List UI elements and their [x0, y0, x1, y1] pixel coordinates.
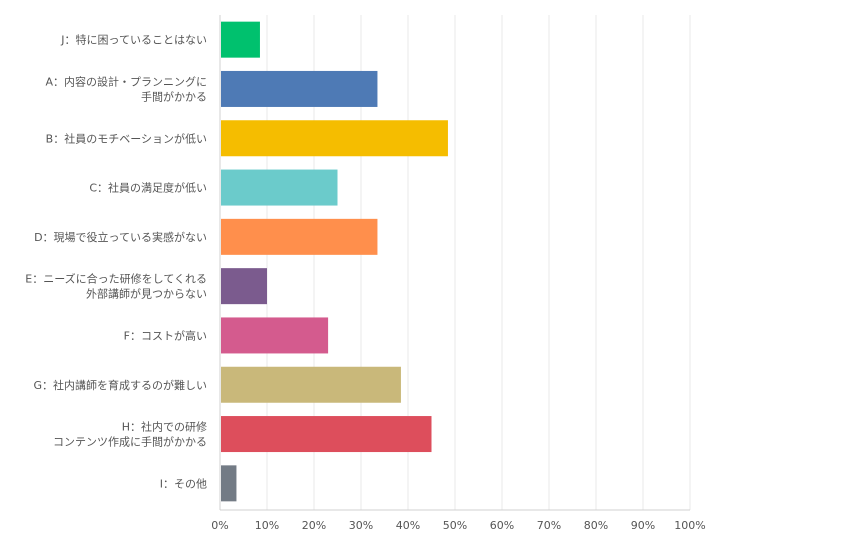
- category-label-line: A：内容の設計・プランニングに: [45, 74, 207, 88]
- category-label: F：コストが高い: [124, 328, 207, 342]
- category-label: D：現場で役立っている実感がない: [34, 230, 207, 244]
- category-label-line: 外部講師が見つからない: [86, 287, 207, 301]
- bar: [221, 317, 329, 354]
- x-tick-label: 70%: [537, 519, 561, 532]
- bar: [221, 70, 378, 107]
- x-tick-label: 0%: [211, 519, 228, 532]
- bar: [221, 465, 237, 502]
- category-label: H：社内での研修コンテンツ作成に手間がかかる: [53, 420, 207, 449]
- bar: [221, 169, 338, 206]
- category-label: J：特に困っていることはない: [60, 33, 207, 47]
- category-label-line: コンテンツ作成に手間がかかる: [53, 435, 207, 449]
- bar: [221, 268, 267, 305]
- x-tick-label: 20%: [302, 519, 326, 532]
- category-label-line: C：社員の満足度が低い: [89, 181, 207, 195]
- bar: [221, 366, 401, 403]
- category-label-line: E：ニーズに合った研修をしてくれる: [25, 272, 207, 286]
- x-tick-label: 60%: [490, 519, 514, 532]
- category-label: G：社内講師を育成するのが難しい: [33, 378, 207, 392]
- bar: [221, 21, 260, 58]
- category-label-line: 手間がかかる: [141, 89, 207, 103]
- category-label-line: G：社内講師を育成するのが難しい: [33, 378, 207, 392]
- category-label-line: J：特に困っていることはない: [60, 33, 207, 47]
- category-label-line: H：社内での研修: [122, 420, 207, 434]
- category-label-line: B：社員のモチベーションが低い: [46, 131, 207, 145]
- x-tick-label: 10%: [255, 519, 279, 532]
- category-labels: J：特に困っていることはない A：内容の設計・プランニングに手間がかかる B：社員の…: [25, 33, 207, 491]
- category-label-line: D：現場で役立っている実感がない: [34, 230, 207, 244]
- x-tick-label: 90%: [631, 519, 655, 532]
- category-label-line: F：コストが高い: [124, 328, 207, 342]
- bar: [221, 416, 432, 453]
- category-label: A：内容の設計・プランニングに手間がかかる: [45, 74, 207, 103]
- category-label: E：ニーズに合った研修をしてくれる外部講師が見つからない: [25, 272, 207, 301]
- category-label: C：社員の満足度が低い: [89, 181, 207, 195]
- bars: [221, 21, 448, 502]
- category-label: I：その他: [160, 477, 207, 490]
- category-label: B：社員のモチベーションが低い: [46, 131, 207, 145]
- x-tick-label: 50%: [443, 519, 467, 532]
- x-tick-labels: 0% 10% 20% 30% 40% 50% 60% 70% 80% 90% 100%: [211, 519, 705, 532]
- x-tick-label: 80%: [584, 519, 608, 532]
- x-tick-label: 40%: [396, 519, 420, 532]
- x-tick-label: 100%: [674, 519, 705, 532]
- category-label-line: I：その他: [160, 477, 207, 490]
- bar: [221, 218, 378, 255]
- bar: [221, 120, 448, 157]
- x-tick-label: 30%: [349, 519, 373, 532]
